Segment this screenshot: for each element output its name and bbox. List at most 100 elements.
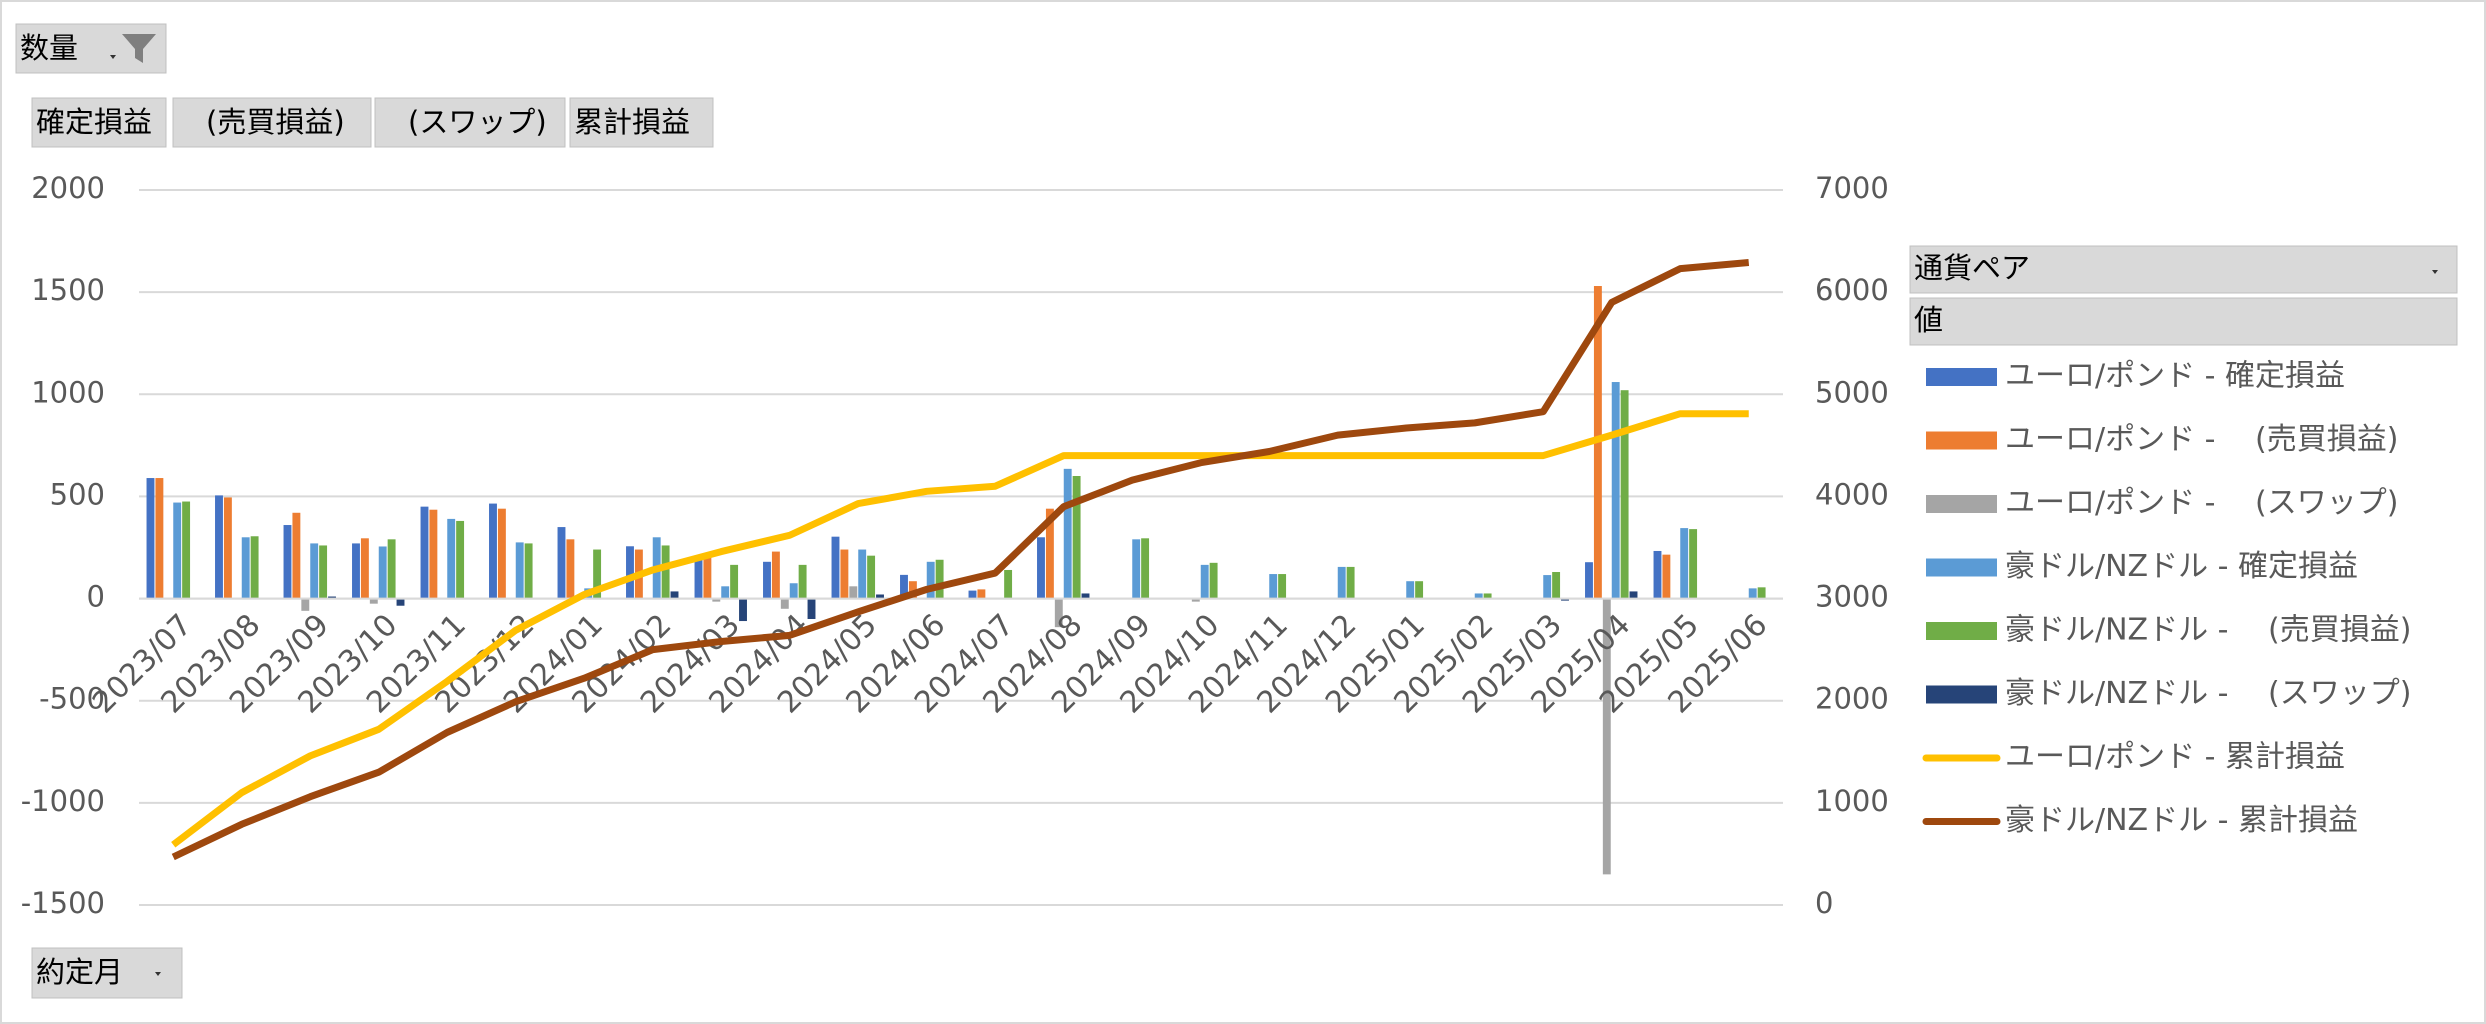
bar	[721, 586, 730, 599]
y2-tick-label: 6000	[1815, 273, 1889, 307]
legend-subtitle: 値	[1914, 303, 1943, 337]
legend-swatch	[1926, 368, 1997, 386]
bar	[1004, 569, 1013, 599]
bar	[447, 518, 456, 599]
bar	[1054, 598, 1063, 628]
bar	[730, 564, 739, 599]
bar	[798, 564, 807, 599]
field-button-label: (売買損益)	[177, 105, 345, 139]
bar	[283, 525, 292, 599]
field-button[interactable]	[172, 97, 372, 148]
bar	[1689, 529, 1698, 599]
legend-label: ユーロ/ポンド - (売買損益)	[2005, 422, 2398, 457]
bar	[1602, 598, 1611, 875]
bar	[1474, 593, 1483, 599]
bar	[1063, 468, 1072, 599]
field-button-label: 確定損益	[36, 105, 152, 139]
bar	[1191, 598, 1200, 602]
line-series	[171, 410, 1749, 848]
legend-label: 豪ドル/NZドル - 確定損益	[2005, 549, 2358, 584]
bar	[489, 503, 497, 599]
bar	[926, 561, 935, 599]
bar	[771, 551, 780, 599]
bar	[524, 543, 533, 599]
dropdown-arrow	[2432, 270, 2438, 274]
legend-header[interactable]: 通貨ペア 値	[1909, 245, 2458, 346]
bar	[1483, 593, 1492, 599]
bar	[360, 538, 369, 599]
y2-tick-label: 3000	[1815, 580, 1889, 614]
bar	[173, 502, 182, 599]
bar	[593, 549, 602, 599]
bar	[456, 520, 465, 599]
y-tick-label: 1500	[31, 273, 105, 307]
y-tick-label: -500	[39, 682, 105, 716]
bar	[1406, 581, 1415, 599]
bar	[387, 539, 396, 599]
bar	[935, 559, 944, 599]
bar	[789, 583, 798, 599]
bar	[977, 589, 986, 599]
bar	[1132, 539, 1141, 599]
field-button[interactable]	[31, 97, 167, 148]
y-tick-label: 2000	[31, 171, 105, 205]
bar	[515, 542, 524, 599]
bar	[215, 495, 223, 599]
field-button[interactable]	[569, 97, 714, 148]
axis-button[interactable]: 約定月	[31, 947, 183, 999]
y2-tick-label: 2000	[1815, 682, 1889, 716]
bar	[780, 598, 789, 609]
bar	[1415, 581, 1424, 599]
bar	[429, 509, 438, 599]
legend-title: 通貨ペア	[1914, 251, 2030, 285]
y-tick-label: -1000	[21, 784, 105, 818]
bar	[396, 598, 405, 606]
bar	[1269, 574, 1278, 599]
field-button-label: 累計損益	[574, 105, 690, 139]
dropdown-arrow	[110, 55, 116, 59]
filter-button[interactable]: 数量	[15, 23, 167, 74]
bar	[763, 561, 771, 599]
bar	[1748, 588, 1757, 599]
bar	[831, 536, 840, 599]
bar	[319, 545, 328, 599]
bar	[867, 555, 876, 599]
bar	[908, 581, 917, 599]
bar	[566, 539, 575, 599]
legend-swatch	[1926, 495, 1997, 513]
bar	[1200, 564, 1209, 599]
dropdown-arrow	[155, 972, 161, 976]
legend-label: ユーロ/ポンド - (スワップ)	[2005, 486, 2398, 521]
line-series	[171, 259, 1750, 861]
bar	[670, 591, 679, 599]
y2-tick-label: 4000	[1815, 477, 1889, 511]
filter-icon	[122, 34, 156, 63]
bar	[557, 527, 566, 599]
field-button-label: (スワップ)	[379, 105, 547, 139]
bar	[1662, 554, 1671, 599]
button-bg	[1909, 297, 2458, 346]
y-tick-label: 0	[87, 580, 105, 614]
bar	[292, 512, 301, 599]
bar	[146, 478, 155, 599]
bar	[1680, 528, 1689, 599]
bar	[694, 557, 703, 599]
bar	[1757, 587, 1766, 599]
legend-label: ユーロ/ポンド - 確定損益	[2005, 359, 2345, 394]
bar	[712, 598, 721, 602]
y2-tick-label: 1000	[1815, 784, 1889, 818]
legend-label: 豪ドル/NZドル - (売買損益)	[2005, 613, 2411, 648]
bar	[378, 546, 387, 599]
bar	[626, 546, 634, 599]
bar	[241, 537, 250, 599]
bar	[1072, 476, 1081, 599]
field-button[interactable]	[374, 97, 566, 148]
legend-label: ユーロ/ポンド - 累計損益	[2005, 740, 2345, 775]
bar	[1081, 593, 1090, 599]
bar	[840, 549, 849, 599]
bar	[703, 557, 712, 599]
bar	[1620, 390, 1629, 599]
legend-swatch	[1926, 685, 1997, 704]
